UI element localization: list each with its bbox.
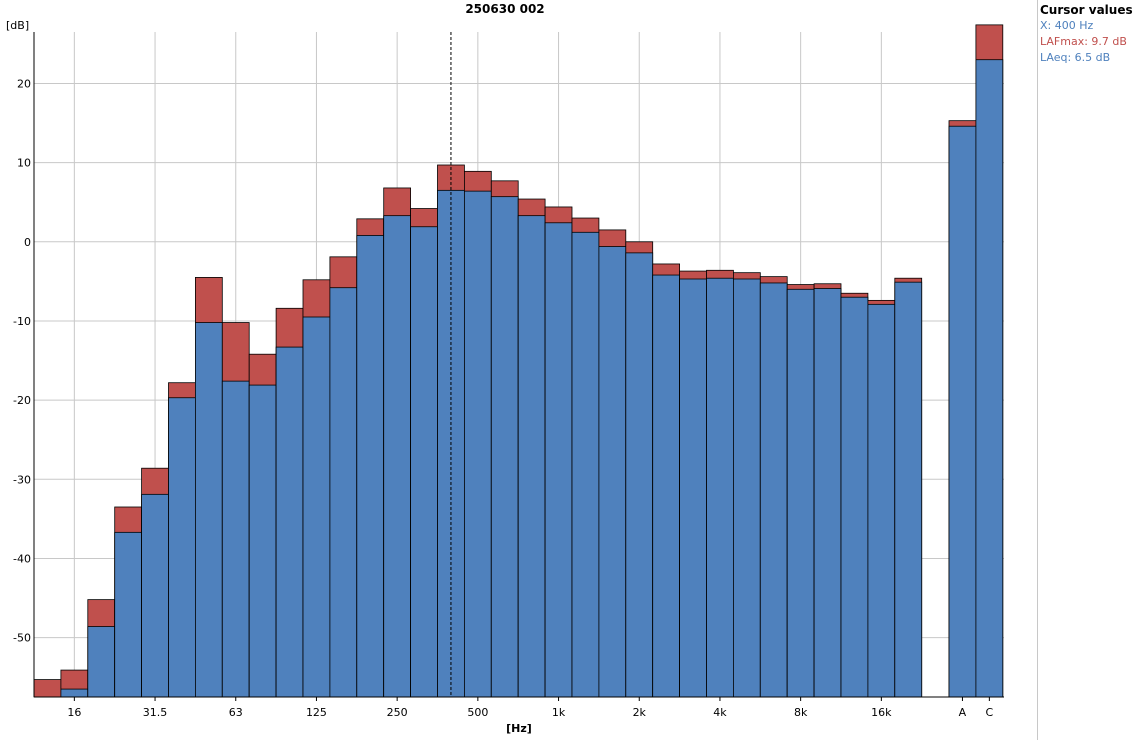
bar-laeq-12.5k[interactable] (840, 296, 869, 698)
x-tick-label: 16k (871, 706, 892, 719)
cursor-laeq-value: LAeq: 6.5 dB (1040, 51, 1111, 64)
bar-laeq-25[interactable] (114, 531, 142, 698)
y-tick-label: 10 (17, 157, 31, 170)
y-tick-label: 0 (24, 236, 31, 249)
cursor-lafmax-value: LAFmax: 9.7 dB (1040, 35, 1127, 48)
bar-laeq-8k[interactable] (786, 288, 815, 698)
y-tick-label: -20 (13, 394, 31, 407)
bar-laeq-5k[interactable] (733, 278, 761, 698)
y-tick-label: 20 (17, 77, 31, 90)
bars (33, 24, 1004, 698)
cursor-values-panel: Cursor values X: 400 Hz LAFmax: 9.7 dB L… (1040, 2, 1136, 66)
bar-laeq-20[interactable] (87, 626, 116, 698)
y-tick-label: -10 (13, 315, 31, 328)
y-tick-label: -30 (13, 473, 31, 486)
bar-laeq-630[interactable] (490, 196, 519, 698)
bar-laeq-1k[interactable] (544, 222, 573, 698)
x-tick-label: 1k (552, 706, 566, 719)
bar-laeq-16k[interactable] (867, 303, 896, 698)
bar-laeq-80[interactable] (248, 384, 277, 698)
x-tick-label: 8k (794, 706, 808, 719)
x-tick-label: 250 (387, 706, 408, 719)
bar-laeq-10k[interactable] (813, 288, 842, 698)
x-tick-label: 4k (713, 706, 727, 719)
bar-laeq-4k[interactable] (706, 277, 734, 698)
bar-laeq-800[interactable] (517, 215, 546, 698)
bar-laeq-16[interactable] (60, 688, 89, 698)
y-tick-label: -50 (13, 632, 31, 645)
bar-laeq-315[interactable] (410, 226, 438, 698)
bar-laeq-40[interactable] (168, 397, 196, 698)
cursor-x-value: X: 400 Hz (1040, 19, 1094, 32)
bar-laeq-C[interactable] (975, 59, 1004, 698)
bar-laeq-160[interactable] (329, 287, 358, 698)
y-tick-label: -40 (13, 552, 31, 565)
bar-laeq-A[interactable] (948, 125, 977, 698)
y-axis-label: [dB] (6, 19, 29, 32)
bar-lafmax-12.5[interactable] (33, 679, 62, 698)
bar-laeq-2k[interactable] (625, 252, 654, 698)
chart-title: 250630 002 (465, 2, 544, 16)
x-tick-label: 500 (467, 706, 488, 719)
bar-laeq-6.3k[interactable] (759, 282, 788, 698)
bar-laeq-125[interactable] (302, 316, 331, 698)
bar-laeq-1.25k[interactable] (571, 231, 600, 698)
bar-laeq-100[interactable] (275, 346, 304, 698)
bar-laeq-31.5[interactable] (141, 493, 169, 698)
cursor-values-title: Cursor values (1040, 3, 1133, 17)
bar-laeq-3.15k[interactable] (679, 278, 707, 698)
x-tick-label: 125 (306, 706, 327, 719)
x-axis-label: [Hz] (506, 722, 532, 735)
x-tick-label: A (959, 706, 967, 719)
x-tick-label: 31.5 (143, 706, 168, 719)
bar-laeq-20k[interactable] (894, 281, 923, 698)
bar-laeq-250[interactable] (383, 215, 412, 698)
bar-laeq-1.6k[interactable] (598, 246, 627, 698)
panel-separator (1037, 0, 1038, 740)
bar-laeq-500[interactable] (463, 190, 492, 698)
bar-laeq-2.5k[interactable] (652, 274, 681, 698)
bar-laeq-200[interactable] (356, 235, 385, 698)
bar-laeq-63[interactable] (221, 380, 250, 698)
x-tick-label: 2k (633, 706, 647, 719)
x-tick-label: C (986, 706, 994, 719)
bar-laeq-50[interactable] (194, 322, 223, 698)
x-tick-label: 63 (229, 706, 243, 719)
axes: -50 -40 -30 -20 -10 0 10 20 16 31.5 63 125 250 500 1k 2… (13, 32, 1004, 719)
x-tick-label: 16 (67, 706, 81, 719)
